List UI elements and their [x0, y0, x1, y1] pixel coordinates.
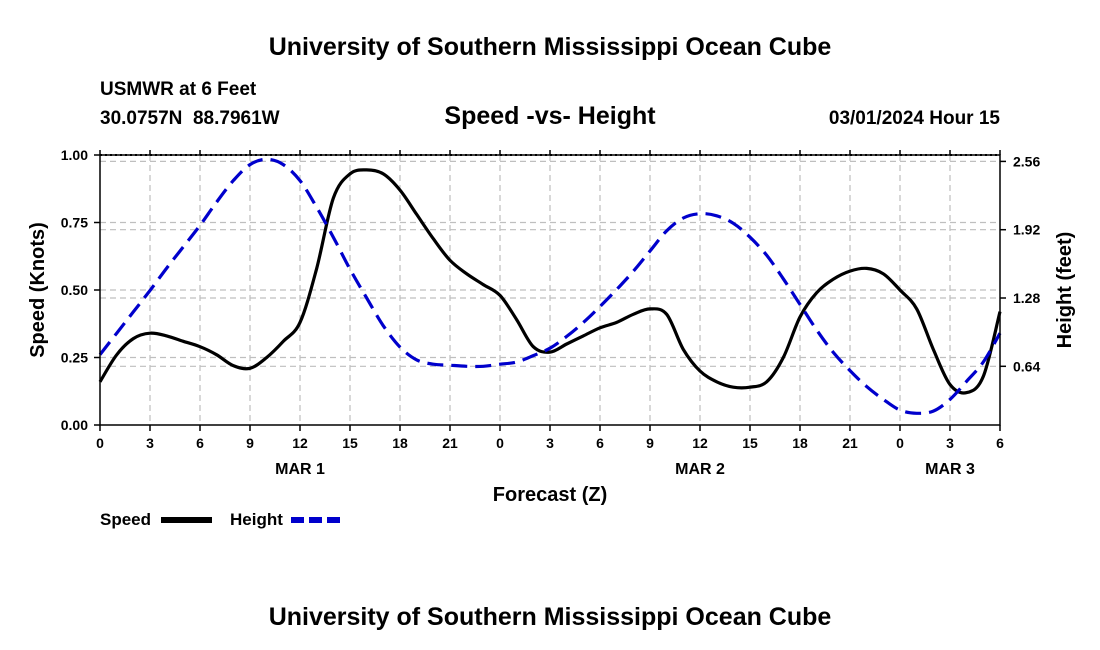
- y-tick-label: 0.00: [61, 417, 88, 433]
- grid: [100, 155, 1000, 425]
- y2-axis-label: Height (feet): [1054, 232, 1076, 349]
- x-tick-label: 3: [546, 435, 554, 451]
- y-tick-label: 0.75: [61, 215, 88, 231]
- x-tick-label: 12: [692, 435, 708, 451]
- chart-title: Speed -vs- Height: [444, 102, 656, 130]
- x-tick-label: 3: [146, 435, 154, 451]
- y2-tick-label: 2.56: [1013, 153, 1040, 169]
- x-tick-label: 6: [996, 435, 1004, 451]
- footer-title: University of Southern Mississippi Ocean…: [269, 603, 832, 631]
- x-tick-label: 6: [596, 435, 604, 451]
- axes: 0 3 6 9 12 15 18 21 0 3 6 9 12 15 18 21 0 3 6 MAR 1 MAR 2 MAR…: [61, 147, 1041, 478]
- x-tick-label: 3: [946, 435, 954, 451]
- x-tick-label: 21: [842, 435, 858, 451]
- legend-height-label: Height: [230, 510, 283, 529]
- y-axis-label: Speed (Knots): [27, 222, 49, 358]
- x-tick-label: 6: [196, 435, 204, 451]
- series-layer: [98, 157, 1002, 415]
- y-tick-label: 0.50: [61, 282, 88, 298]
- x-tick-label: 0: [896, 435, 904, 451]
- y-tick-label: 0.25: [61, 350, 88, 366]
- x-tick-label: 18: [792, 435, 808, 451]
- speed-series-line: [98, 168, 1002, 395]
- legend: Speed Height: [100, 510, 342, 529]
- y2-tick-label: 1.28: [1013, 290, 1040, 306]
- x-tick-label: 18: [392, 435, 408, 451]
- x-tick-label: 15: [742, 435, 758, 451]
- x-day-label: MAR 1: [275, 461, 325, 478]
- height-series-line: [98, 157, 1002, 415]
- y-tick-label: 1.00: [61, 147, 88, 163]
- datetime-label: 03/01/2024 Hour 15: [829, 108, 1001, 129]
- y2-tick-label: 0.64: [1013, 358, 1040, 374]
- x-tick-label: 21: [442, 435, 458, 451]
- x-tick-label: 0: [496, 435, 504, 451]
- x-tick-label: 0: [96, 435, 104, 451]
- x-tick-label: 9: [246, 435, 254, 451]
- x-axis-label: Forecast (Z): [493, 484, 607, 506]
- x-tick-label: 12: [292, 435, 308, 451]
- header-title: University of Southern Mississippi Ocean…: [269, 33, 832, 61]
- x-tick-label: 15: [342, 435, 358, 451]
- y2-tick-label: 1.92: [1013, 222, 1040, 238]
- x-day-label: MAR 3: [925, 461, 975, 478]
- station-label: USMWR at 6 Feet: [100, 79, 257, 100]
- x-tick-label: 9: [646, 435, 654, 451]
- x-day-label: MAR 2: [675, 461, 725, 478]
- legend-speed-label: Speed: [100, 510, 151, 529]
- coordinates-label: 30.0757N 88.7961W: [100, 108, 280, 129]
